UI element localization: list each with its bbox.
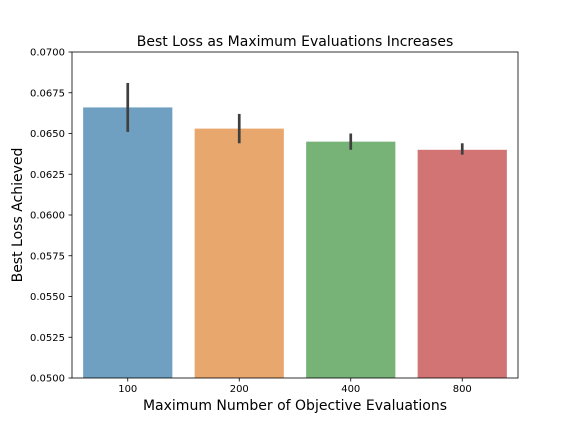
y-tick-label-0.0525: 0.0525	[30, 333, 65, 344]
x-tick-label-400: 400	[341, 384, 360, 395]
x-tick-label-100: 100	[118, 384, 137, 395]
bar-200	[194, 128, 284, 378]
x-tick-label-200: 200	[230, 384, 249, 395]
x-tick-label-800: 800	[453, 384, 472, 395]
y-tick-label-0.0625: 0.0625	[30, 170, 65, 181]
y-tick-label-0.0600: 0.0600	[30, 211, 65, 222]
y-tick-label-0.0675: 0.0675	[30, 88, 65, 99]
bar-400	[306, 141, 396, 378]
y-axis-label: Best Loss Achieved	[10, 148, 26, 283]
bar-800	[417, 149, 507, 378]
chart-title: Best Loss as Maximum Evaluations Increas…	[137, 34, 454, 50]
bar-100	[83, 107, 173, 379]
plot-frame	[71, 51, 519, 379]
y-tick-label-0.0575: 0.0575	[30, 251, 65, 262]
y-tick-label-0.0550: 0.0550	[30, 292, 65, 303]
x-axis-label: Maximum Number of Objective Evaluations	[143, 398, 447, 414]
y-tick-label-0.0700: 0.0700	[30, 48, 65, 59]
y-tick-label-0.0500: 0.0500	[30, 374, 65, 385]
plot-area: 100 200 400 800 0.0500 0.0525 0.0550 0.0575 0.06…	[30, 48, 519, 395]
y-tick-label-0.0650: 0.0650	[30, 129, 65, 140]
